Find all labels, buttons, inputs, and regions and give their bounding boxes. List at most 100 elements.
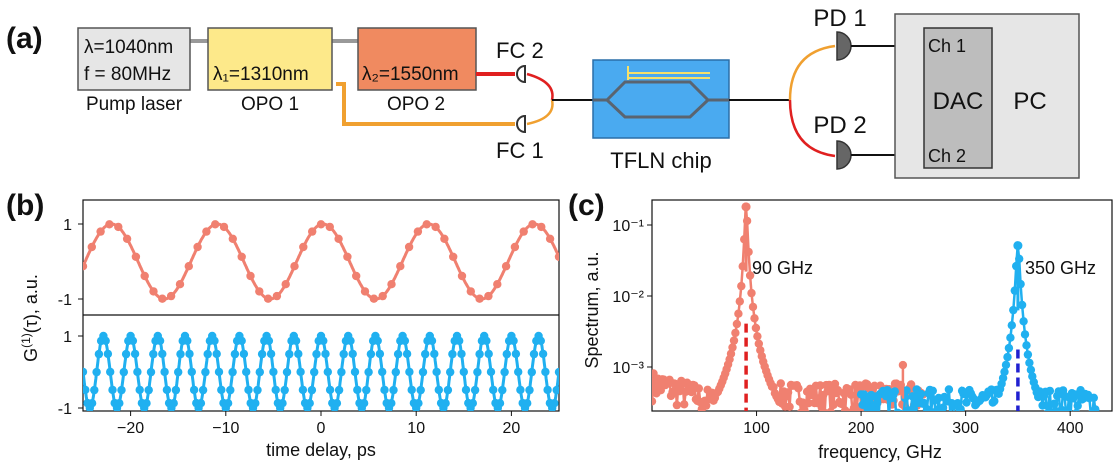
c-point-blue bbox=[1009, 305, 1018, 315]
b-point-red bbox=[360, 287, 370, 296]
c-point-red bbox=[794, 384, 803, 393]
c-point-blue bbox=[873, 398, 882, 407]
b-point-blue bbox=[239, 349, 249, 359]
c-point-red bbox=[729, 336, 739, 345]
b-point-blue bbox=[337, 367, 346, 377]
c-point-blue bbox=[990, 396, 999, 406]
fc2-coupler bbox=[516, 64, 526, 84]
b-point-blue bbox=[446, 367, 455, 377]
b-point-blue bbox=[527, 367, 536, 377]
b-ytick-top-1: 1 bbox=[63, 217, 72, 234]
b-point-red bbox=[114, 222, 123, 232]
dac-ch2: Ch 2 bbox=[928, 146, 966, 166]
b-point-blue bbox=[149, 349, 158, 359]
b-point-blue bbox=[176, 349, 185, 359]
c-point-blue bbox=[946, 411, 954, 419]
panel-label-b: (b) bbox=[6, 189, 44, 222]
b-point-red bbox=[413, 227, 423, 236]
b-ytick-top-m1: -1 bbox=[58, 292, 72, 309]
b-point-blue bbox=[280, 385, 289, 395]
c-ytick-1e-3: 10⁻³ bbox=[612, 360, 644, 377]
b-point-blue bbox=[325, 385, 335, 395]
b-point-blue bbox=[251, 399, 260, 408]
b-point-red bbox=[308, 227, 317, 236]
b-point-red bbox=[343, 252, 352, 261]
c-point-red bbox=[820, 408, 829, 411]
b-point-blue bbox=[271, 385, 280, 395]
c-point-blue bbox=[897, 409, 904, 411]
b-point-blue bbox=[418, 367, 428, 377]
b-point-blue bbox=[457, 349, 466, 359]
b-point-blue bbox=[427, 336, 437, 345]
b-point-red bbox=[184, 262, 193, 271]
panel-label-a: (a) bbox=[6, 22, 43, 55]
b-point-red bbox=[105, 220, 114, 229]
b-point-blue bbox=[174, 367, 183, 377]
b-point-blue bbox=[459, 367, 468, 377]
b-point-blue bbox=[103, 349, 113, 359]
b-point-blue bbox=[541, 367, 550, 377]
c-point-blue bbox=[899, 414, 907, 422]
c-point-blue bbox=[885, 414, 893, 422]
b-point-blue bbox=[185, 349, 194, 359]
b-point-blue bbox=[253, 385, 262, 395]
c-point-blue bbox=[1064, 409, 1071, 411]
c-point-red bbox=[728, 343, 737, 352]
b-point-blue bbox=[448, 349, 457, 359]
c-point-red bbox=[906, 380, 916, 389]
b-point-blue bbox=[83, 385, 90, 395]
c-point-blue bbox=[1025, 358, 1034, 367]
c-point-red bbox=[702, 401, 711, 410]
b-point-blue bbox=[319, 336, 328, 345]
b-point-red bbox=[272, 291, 282, 301]
b-point-blue bbox=[359, 399, 369, 408]
c-point-blue bbox=[956, 404, 965, 411]
c-point-blue bbox=[1089, 393, 1099, 402]
b-point-blue bbox=[83, 367, 88, 377]
c-annotation-350ghz: 350 GHz bbox=[1025, 258, 1096, 278]
c-xtick-label: 400 bbox=[1057, 420, 1084, 437]
c-point-blue bbox=[1026, 365, 1036, 375]
dac-box bbox=[923, 27, 993, 169]
c-point-blue bbox=[900, 410, 904, 411]
c-plot-area bbox=[651, 199, 1113, 422]
b-point-blue bbox=[461, 385, 471, 395]
c-point-red bbox=[652, 397, 657, 406]
c-ytick-1e-1: 10⁻¹ bbox=[612, 218, 644, 235]
b-plot-area bbox=[82, 199, 560, 412]
b-point-blue bbox=[434, 385, 443, 395]
b-point-red bbox=[325, 222, 334, 232]
b-point-blue bbox=[196, 399, 206, 408]
b-point-blue bbox=[538, 349, 548, 359]
b-xtick-label: 0 bbox=[317, 420, 326, 437]
b-ylabel: G(1)(τ), a.u. bbox=[19, 274, 41, 362]
c-point-blue bbox=[998, 373, 1008, 383]
b-point-blue bbox=[210, 336, 219, 345]
b-point-blue bbox=[278, 399, 287, 408]
b-point-red bbox=[246, 271, 255, 281]
dac-label: DAC bbox=[933, 88, 984, 115]
b-point-red bbox=[431, 222, 440, 232]
pump-laser-box bbox=[77, 27, 191, 91]
b-point-blue bbox=[511, 349, 521, 359]
b-x-ticks: −20 −10 0 10 20 bbox=[117, 411, 520, 437]
b-point-blue bbox=[473, 367, 482, 377]
b-point-blue bbox=[158, 349, 167, 359]
c-point-blue bbox=[928, 386, 937, 395]
b-point-blue bbox=[305, 399, 314, 408]
b-point-blue bbox=[298, 385, 308, 395]
b-point-blue bbox=[203, 349, 212, 359]
b-point-red bbox=[475, 294, 484, 303]
b-xtick-label: 20 bbox=[503, 420, 521, 437]
opo1-box bbox=[207, 27, 333, 91]
b-point-blue bbox=[189, 385, 199, 395]
b-point-blue bbox=[332, 399, 342, 408]
b-point-red bbox=[501, 262, 511, 271]
b-point-blue bbox=[282, 367, 292, 377]
c-point-blue bbox=[1050, 399, 1059, 408]
b-point-blue bbox=[323, 367, 332, 377]
b-point-blue bbox=[108, 385, 117, 395]
pd2-icon bbox=[836, 140, 852, 170]
b-point-blue bbox=[416, 385, 425, 395]
b-point-blue bbox=[470, 385, 480, 395]
